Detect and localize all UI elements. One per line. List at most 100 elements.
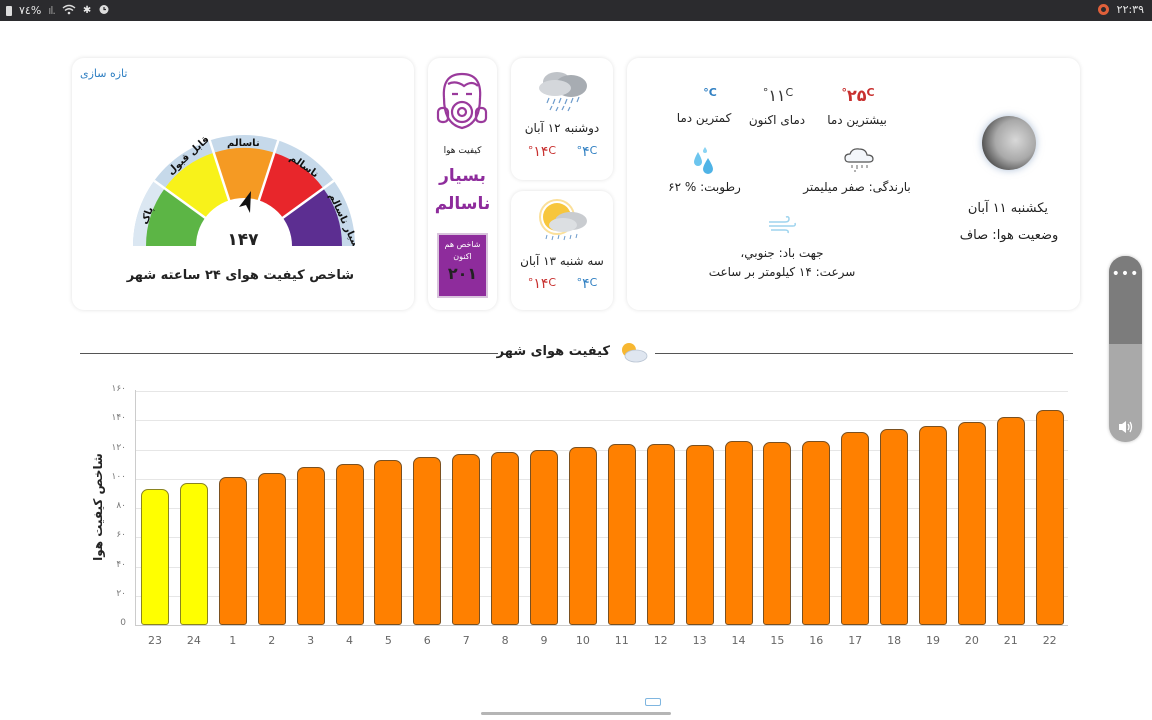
svg-text:ناسالم: ناسالم [227,138,260,149]
today-date: یکشنبه ۱۱ آبان [967,201,1048,216]
x-tick-label: 22 [1042,634,1057,647]
current-index-label-2: اکنون [453,252,472,261]
rain-cloud-icon [843,146,875,174]
forecast-card-2: سه شنبه ۱۳ آبان ۱۴C° ۴C° [511,191,613,310]
chart-bar[interactable] [374,459,403,625]
x-tick-label: 17 [848,634,863,647]
more-options-icon[interactable]: ••• [1111,266,1140,282]
x-tick-label: 19 [926,634,940,647]
forecast-min: ۴C° [576,276,598,292]
chart-bar[interactable] [296,467,325,625]
x-axis-line [135,625,1068,626]
chart-bar[interactable] [607,443,636,625]
chart-bar[interactable] [491,452,520,625]
forecast-card-1: دوشنبه ۱۲ آبان ۱۴C° ۴C° [511,58,613,180]
x-tick-label: 18 [887,634,902,647]
current-temp-label: دمای اکنون [748,113,806,127]
x-tick-label: 2 [268,634,276,647]
precipitation: بارندگی: صفر میلیمتر [803,180,911,194]
chart-bar[interactable] [218,477,247,625]
chart-bar[interactable] [919,426,947,625]
current-index-badge: شاخص هم اکنون ۲۰۱ [437,233,488,298]
next-section-header [480,698,670,708]
chart-bar[interactable] [179,483,208,625]
y-tick-label: ۱۴۰ [111,413,126,424]
partly-cloudy-icon [618,340,648,364]
gauge-title: شاخص کیفیت هوای ۲۴ ساعته شهر [126,268,354,283]
chart-bar[interactable] [763,442,792,625]
x-tick-label: 9 [540,634,548,647]
chart-bar[interactable] [724,440,753,625]
chart-bar[interactable] [1035,410,1064,625]
chart-bar[interactable] [568,446,597,625]
y-axis-line [135,390,136,626]
chart-bar[interactable] [802,440,831,625]
chart-bar[interactable] [996,417,1025,625]
forecast-min: ۴C° [576,144,598,160]
chart-bar[interactable] [452,453,481,625]
wind-direction: جهت باد: جنوبي، [740,246,824,260]
x-tick-label: 11 [614,634,629,647]
current-temp-value: ۱۱C° [762,86,794,105]
chart-bar[interactable] [841,431,870,625]
gridline [135,537,1068,539]
wind-icon [767,215,797,235]
air-quality-card: کیفیت هوا بسیار ناسالم شاخص هم اکنون ۲۰۱ [428,58,497,310]
rain-cloud-icon [535,66,591,114]
chart-bar[interactable] [335,464,364,625]
alarm-icon [98,3,110,18]
x-tick-label: 3 [307,634,315,647]
gauge-value: ۱۴۷ [227,230,259,250]
sun-cloud-rain-icon [533,197,593,247]
gridline [135,508,1068,509]
chart-bar[interactable] [413,456,442,625]
x-tick-label: 5 [384,634,392,647]
x-tick-label: 15 [770,634,785,647]
chart-bar[interactable] [257,472,286,625]
bluetooth-icon: ✱ [82,5,92,16]
chart-bar[interactable] [685,445,714,625]
x-tick-label: 4 [346,634,353,647]
y-tick-label: 0 [120,618,126,628]
x-tick-label: 23 [148,634,162,647]
chart-bar[interactable] [646,443,675,625]
x-tick-label: 13 [692,634,707,647]
y-tick-label: ۱۰۰ [111,471,126,482]
section-divider [80,353,1073,354]
moon-icon [982,116,1036,170]
signal-icon: ıl. [48,4,56,17]
x-tick-label: 24 [186,634,201,647]
x-tick-label: 1 [229,634,237,647]
battery-level: ٧٤% [19,4,42,17]
section-title: کیفیت هوای شهر [496,344,610,359]
gridline [135,391,1068,392]
volume-icon[interactable] [1117,419,1135,435]
floating-side-panel[interactable]: ••• [1109,256,1142,442]
chart-bar[interactable] [530,449,558,625]
y-tick-label: ۱۲۰ [111,442,126,453]
gridline [135,420,1068,422]
chart-bar[interactable] [141,489,169,625]
chart-bar[interactable] [880,429,909,625]
gridline [135,595,1068,597]
y-tick-label: ۲۰ [116,588,126,599]
today-condition: وضعیت هوا: صاف [959,228,1059,243]
refresh-link[interactable]: تازه سازی [80,67,128,80]
aqi-gauge-card: تازه سازی [72,58,414,310]
min-temp-value: C° [703,86,717,99]
x-tick-label: 10 [575,634,590,647]
current-index-value: ۲۰۱ [447,264,478,283]
x-tick-label: 12 [653,634,668,647]
home-indicator[interactable] [481,712,671,715]
max-temp-value: ۲۵C° [841,86,875,105]
y-tick-label: ۸۰ [116,501,126,511]
x-tick-label: 6 [423,634,431,647]
chart-bar[interactable] [957,421,986,625]
forecast-max: ۱۴C° [527,276,557,292]
x-tick-label: 16 [809,634,824,647]
air-quality-status-2: ناسالم [434,194,491,214]
x-tick-label: 8 [501,634,509,647]
gridline [135,478,1068,480]
wifi-icon [62,4,76,18]
air-quality-label: کیفیت هوا [443,146,482,156]
